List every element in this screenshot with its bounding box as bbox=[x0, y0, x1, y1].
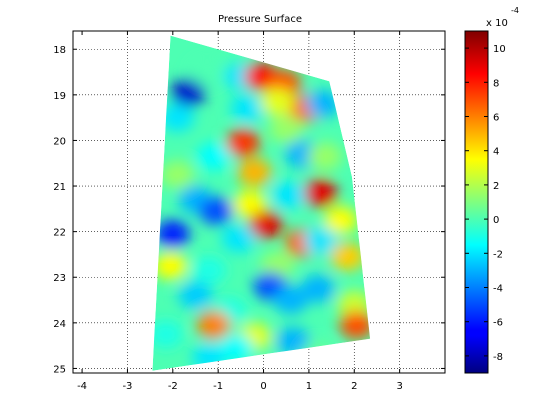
surface-feature bbox=[171, 78, 206, 107]
surface-feature bbox=[339, 311, 371, 340]
surface-feature bbox=[152, 320, 183, 349]
plot-axes-box bbox=[72, 30, 446, 374]
surface-feature bbox=[153, 251, 188, 280]
y-tick-label: 18 bbox=[53, 45, 66, 56]
colorbar[interactable] bbox=[464, 30, 489, 374]
colorbar-tick-label: 8 bbox=[493, 78, 499, 89]
colorbar-tick-label: -8 bbox=[493, 352, 503, 363]
x-tick-label: 2 bbox=[351, 381, 357, 392]
x-tick-label: -1 bbox=[213, 381, 223, 392]
x-tick-label: -3 bbox=[122, 381, 132, 392]
y-axis: 18 19 20 21 22 23 24 25 bbox=[53, 45, 445, 375]
y-tick-label: 20 bbox=[53, 136, 66, 147]
surface-feature bbox=[303, 226, 338, 255]
x-tick-label: -2 bbox=[168, 381, 178, 392]
surface-feature bbox=[276, 327, 311, 356]
surface-feature bbox=[219, 333, 254, 362]
surface-feature bbox=[271, 181, 306, 210]
surface-feature bbox=[330, 242, 365, 271]
surface-feature bbox=[232, 190, 267, 219]
colorbar-tick-label: 10 bbox=[493, 44, 506, 55]
surface-feature bbox=[178, 281, 213, 310]
colorbar-tick-label: 4 bbox=[493, 147, 499, 158]
x-tick-label: 0 bbox=[260, 381, 266, 392]
surface-feature bbox=[303, 178, 338, 207]
surface-feature bbox=[226, 128, 261, 157]
surface-feature bbox=[300, 340, 335, 369]
x-axis: -4 -3 -2 -1 0 1 2 3 bbox=[77, 31, 403, 392]
surface-feature bbox=[160, 160, 195, 189]
surface-feature bbox=[269, 115, 304, 144]
y-tick-label: 22 bbox=[53, 228, 66, 239]
colorbar-tick-label: 0 bbox=[493, 215, 499, 226]
x-tick-label: 1 bbox=[306, 381, 312, 392]
surface-feature bbox=[237, 158, 272, 187]
surface-feature bbox=[230, 94, 265, 123]
colorbar-ticks: -8 -6 -4 -2 0 2 4 6 8 10 bbox=[465, 44, 506, 363]
surface-feature bbox=[307, 142, 342, 171]
surface-feature bbox=[273, 286, 308, 315]
surface-blobs bbox=[152, 58, 371, 371]
pressure-surface bbox=[152, 35, 371, 371]
surface-feature bbox=[192, 256, 227, 285]
colorbar-exponent: -4 bbox=[511, 6, 519, 15]
surface-feature bbox=[248, 210, 283, 239]
surface-feature bbox=[337, 290, 371, 319]
y-tick-label: 23 bbox=[53, 273, 66, 284]
x-tick-label: 3 bbox=[396, 381, 402, 392]
y-tick-label: 24 bbox=[53, 319, 66, 330]
colorbar-tick-label: 6 bbox=[493, 113, 499, 124]
colorbar-exponent-label: x 10 bbox=[486, 18, 508, 29]
colorbar-tick-label: 2 bbox=[493, 181, 499, 192]
surface-feature bbox=[189, 58, 224, 87]
y-tick-label: 25 bbox=[53, 364, 66, 375]
surface-feature bbox=[323, 206, 358, 235]
surface-feature bbox=[196, 142, 231, 171]
chart-title: Pressure Surface bbox=[218, 14, 302, 25]
y-tick-label: 19 bbox=[53, 91, 66, 102]
colorbar-tick-label: -4 bbox=[493, 284, 503, 295]
surface-feature bbox=[260, 87, 295, 116]
y-tick-label: 21 bbox=[53, 182, 66, 193]
x-tick-label: -4 bbox=[77, 381, 87, 392]
surface-feature bbox=[305, 89, 340, 118]
surface-feature bbox=[221, 224, 256, 253]
surface-feature bbox=[196, 311, 231, 340]
surface-feature bbox=[160, 103, 195, 132]
surface-feature bbox=[198, 197, 233, 226]
surface-feature bbox=[300, 274, 335, 303]
surface-feature bbox=[155, 219, 190, 248]
colorbar-tick-label: -2 bbox=[493, 249, 503, 260]
colorbar-tick-label: -6 bbox=[493, 318, 503, 329]
